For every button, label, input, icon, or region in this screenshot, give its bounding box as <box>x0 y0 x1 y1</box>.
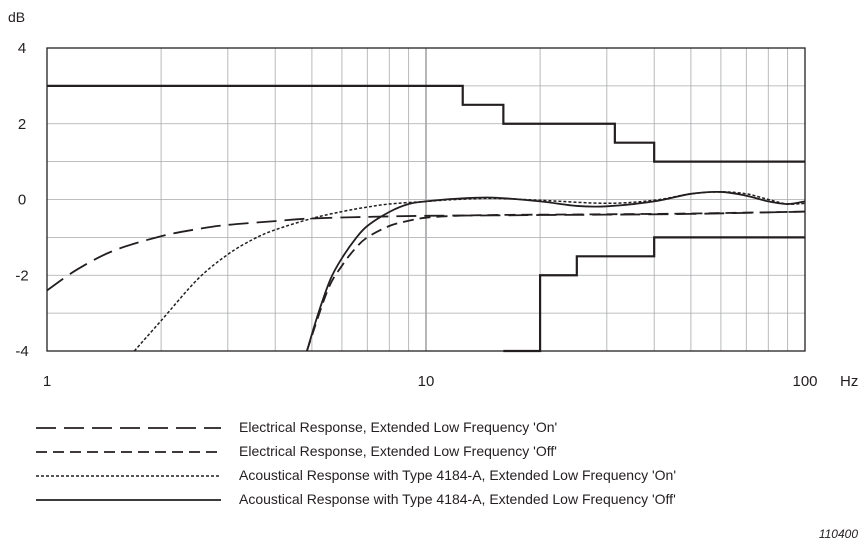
legend-swatch-short-dash <box>36 451 221 453</box>
series-line-solid <box>306 190 806 352</box>
x-tick-label: 100 <box>792 373 817 390</box>
legend-label: Electrical Response, Extended Low Freque… <box>239 443 557 459</box>
legend-swatch-dotted <box>36 475 221 477</box>
y-tick-label: -2 <box>15 267 28 284</box>
tolerance-upper-limit <box>47 84 805 163</box>
x-axis-label: Hz <box>840 373 858 390</box>
legend-item: Electrical Response, Extended Low Freque… <box>30 418 830 442</box>
series-curves <box>46 190 806 352</box>
series-line-short-dash <box>306 210 806 352</box>
figure-id: 110400 <box>818 527 858 541</box>
legend-swatch-long-dash <box>36 427 221 429</box>
legend-label: Electrical Response, Extended Low Freque… <box>239 419 558 435</box>
y-tick-label: 2 <box>18 116 26 133</box>
tolerance-limits <box>47 84 805 353</box>
chart-svg: 4 2 0 -2 -4 1 10 100 dB Hz <box>8 9 858 390</box>
tolerance-lower-limit <box>503 236 805 353</box>
plot-frame <box>46 47 806 352</box>
legend-swatch-solid <box>36 499 221 501</box>
tick-labels: 4 2 0 -2 -4 1 10 100 <box>15 40 817 390</box>
legend: Electrical Response, Extended Low Freque… <box>30 418 830 514</box>
legend-label: Acoustical Response with Type 4184-A, Ex… <box>239 491 676 507</box>
x-tick-label: 1 <box>43 373 51 390</box>
legend-label: Acoustical Response with Type 4184-A, Ex… <box>239 467 677 483</box>
grid-lines <box>47 48 805 351</box>
y-tick-label: 0 <box>18 192 26 209</box>
legend-item: Acoustical Response with Type 4184-A, Ex… <box>30 490 830 514</box>
y-tick-label: 4 <box>18 40 26 57</box>
x-tick-label: 10 <box>418 373 435 390</box>
series-line-dotted <box>133 191 806 352</box>
legend-item: Acoustical Response with Type 4184-A, Ex… <box>30 466 830 490</box>
y-axis-label: dB <box>8 9 25 25</box>
legend-item: Electrical Response, Extended Low Freque… <box>30 442 830 466</box>
y-tick-label: -4 <box>15 343 28 360</box>
